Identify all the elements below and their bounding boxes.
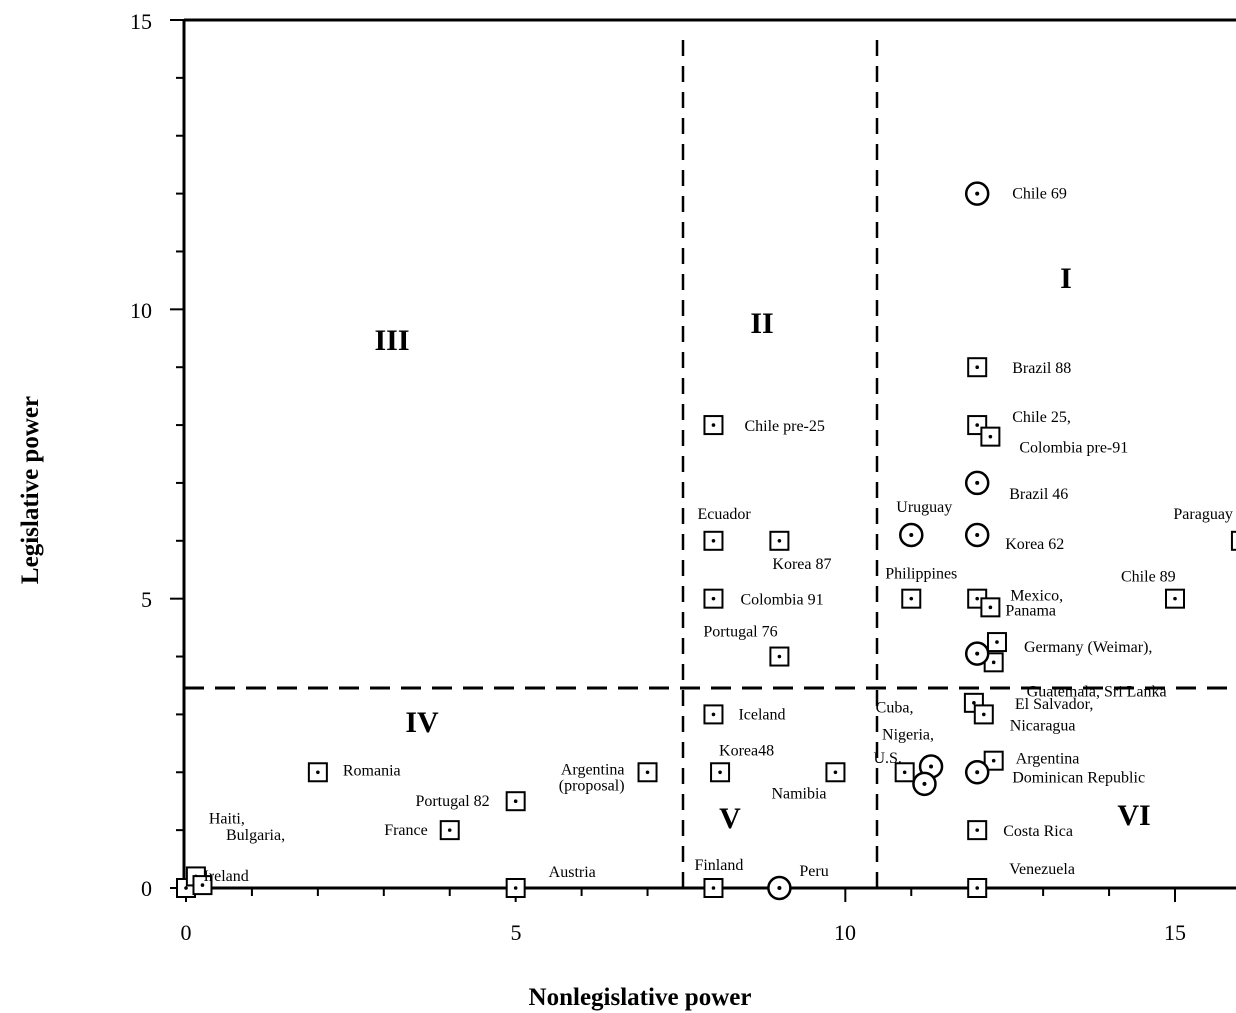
point-label-portugal-76: Portugal 76: [703, 624, 777, 641]
marker-circle-uruguay: [899, 522, 924, 548]
point-label-iceland: Iceland: [738, 706, 785, 723]
marker-circle-brazil-46: [964, 470, 990, 496]
point-label-haiti: Haiti,: [209, 810, 245, 827]
point-label-namibia: Namibia: [771, 785, 826, 802]
point-label-venezuela: Venezuela: [1009, 861, 1075, 878]
y-tick-label: 0: [141, 876, 152, 901]
marker-square-chile-89: [1165, 588, 1185, 609]
marker-square-ireland: [192, 875, 213, 896]
point-label-korea-62: Korea 62: [1005, 536, 1064, 553]
point-label-panama: Panama: [1005, 602, 1056, 619]
marker-circle-korea-62: [964, 522, 990, 548]
marker-square-colombia-pre-91: [980, 426, 1001, 447]
region-label-II: II: [750, 307, 773, 340]
point-label-nigeria: Nigeria,: [882, 726, 934, 743]
marker-square-romania: [307, 762, 328, 783]
point-label-philippines: Philippines: [885, 566, 957, 583]
point-label-uruguay: Uruguay: [896, 499, 952, 516]
point-label-colombia-pre-91: Colombia pre-91: [1019, 440, 1128, 457]
marker-square-philippines: [901, 588, 922, 609]
marker-square-namibia: [825, 762, 846, 783]
point-label-korea-87: Korea 87: [772, 556, 831, 573]
marker-square-chile-pre-25: [703, 415, 724, 436]
marker-square-brazil-88: [967, 357, 988, 378]
y-tick-label: 10: [130, 298, 152, 323]
point-label-portugal-82: Portugal 82: [415, 793, 489, 810]
point-label-proposal: (proposal): [559, 777, 625, 794]
point-label-ireland: Ireland: [203, 868, 248, 885]
region-label-I: I: [1060, 262, 1072, 295]
point-label-u-s: U.S.: [873, 750, 901, 767]
point-label-france: France: [384, 822, 428, 839]
marker-square-nicaragua: [973, 704, 994, 725]
marker-circle-u-s: [912, 771, 937, 797]
point-label-cuba: Cuba,: [876, 699, 914, 716]
marker-square-venezuela: [967, 878, 988, 898]
point-label-argentina: Argentina: [1016, 751, 1080, 768]
point-label-chile-69: Chile 69: [1012, 186, 1067, 203]
point-label-guatemala-sri-lanka: Guatemala, Sri Lanka: [1027, 683, 1167, 700]
point-label-el-salvador: El Salvador,: [1015, 696, 1093, 713]
point-label-bulgaria: Bulgaria,: [226, 827, 285, 844]
point-label-ecuador: Ecuador: [697, 506, 751, 523]
x-tick-label: 10: [834, 920, 856, 945]
point-label-peru: Peru: [799, 863, 828, 880]
marker-square-colombia-91: [703, 588, 724, 609]
region-label-V: V: [719, 802, 741, 835]
marker-circle-point: [964, 641, 990, 666]
point-label-austria: Austria: [549, 864, 596, 881]
x-axis-title: Nonlegislative power: [529, 984, 752, 1011]
region-label-VI: VI: [1117, 799, 1150, 832]
point-label-mexico: Mexico,: [1010, 588, 1063, 605]
x-tick-label: 0: [181, 920, 192, 945]
marker-square-panama: [980, 597, 1001, 618]
marker-square-argentina: [983, 750, 1004, 771]
marker-square-korea48: [710, 762, 731, 783]
point-label-chile-pre-25: Chile pre-25: [744, 418, 824, 435]
data-markers: [176, 181, 1236, 901]
point-label-argentina: Argentina: [561, 761, 625, 778]
marker-circle-peru: [767, 875, 792, 901]
marker-circle-chile-69: [964, 181, 990, 206]
point-label-korea48: Korea48: [719, 742, 774, 759]
x-tick-label: 15: [1164, 920, 1186, 945]
y-tick-label: 5: [141, 587, 152, 612]
point-label-costa-rica: Costa Rica: [1003, 823, 1073, 840]
point-label-germany-weimar: Germany (Weimar),: [1024, 639, 1152, 656]
point-label-brazil-88: Brazil 88: [1012, 360, 1071, 377]
marker-square-portugal-76: [769, 646, 790, 667]
point-label-chile-89: Chile 89: [1121, 569, 1176, 586]
marker-square-costa-rica: [967, 820, 988, 841]
point-label-chile-25: Chile 25,: [1012, 409, 1071, 426]
region-label-III: III: [374, 324, 409, 357]
marker-square-france: [439, 820, 460, 841]
point-label-romania: Romania: [343, 762, 401, 779]
marker-square-germany-weimar: [986, 632, 1007, 653]
y-tick-label: 15: [130, 9, 152, 34]
point-labels: Chile 69 Brazil 88 Chile 25, Colombia pre-9…: [203, 186, 1232, 886]
point-label-nicaragua: Nicaragua: [1010, 717, 1076, 734]
x-tick-label: 5: [511, 920, 522, 945]
marker-square-cuba: [894, 762, 915, 783]
y-axis-title: Legislative power: [17, 396, 44, 584]
marker-square-iceland: [703, 704, 724, 725]
marker-square-paraguay: [1230, 530, 1236, 551]
marker-square-ecuador: [703, 530, 724, 551]
region-label-IV: IV: [405, 706, 439, 739]
marker-square-finland: [703, 878, 724, 898]
point-label-paraguay: Paraguay: [1173, 506, 1233, 523]
point-label-finland: Finland: [694, 857, 743, 874]
point-label-colombia-91: Colombia 91: [740, 592, 823, 609]
marker-square-argentina: [637, 762, 658, 783]
point-label-brazil-46: Brazil 46: [1009, 486, 1068, 503]
marker-circle-dominican-republic: [964, 760, 990, 785]
marker-square-portugal-82: [505, 791, 526, 812]
point-label-dominican-republic: Dominican Republic: [1012, 769, 1145, 786]
marker-square-korea-87: [769, 530, 790, 551]
marker-square-austria: [505, 878, 526, 898]
